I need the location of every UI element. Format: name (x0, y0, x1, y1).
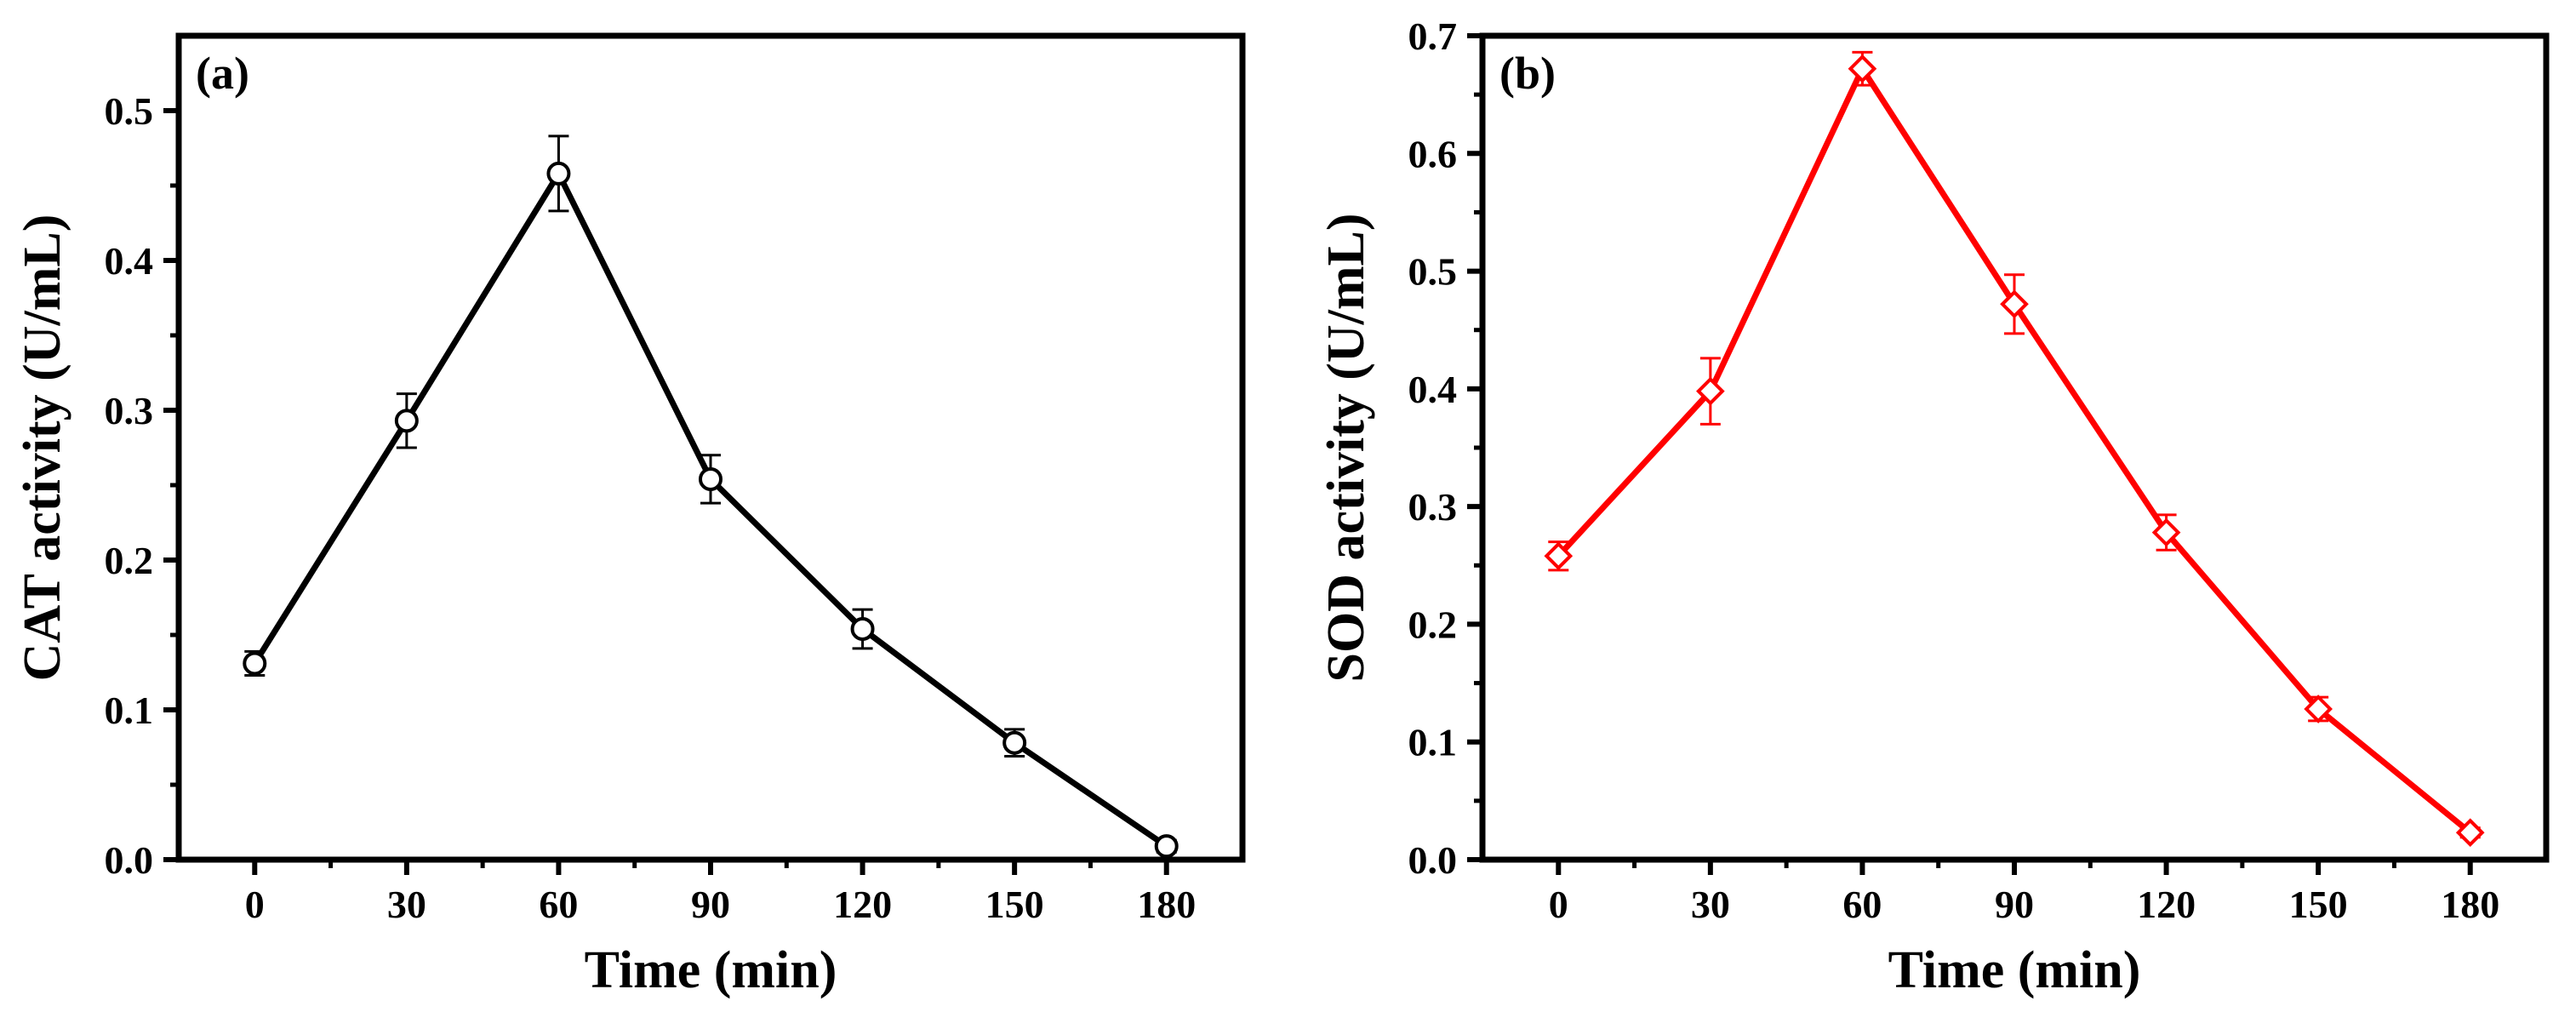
y-tick-label: 0.6 (1408, 132, 1458, 175)
series-line (252, 167, 1168, 849)
x-tick-label: 180 (2441, 883, 2499, 926)
x-tick-label: 0 (245, 883, 265, 926)
y-tick-label: 0.5 (1408, 250, 1458, 294)
x-tick-label: 150 (2289, 883, 2348, 926)
chart-panel-b: 0 30 60 90 120 150 180 0.0 0.1 0.2 0.3 0.4 0.5 0.6 0.7… (1317, 14, 2550, 999)
panel-label: (a) (196, 48, 249, 99)
y-tick-label: 0.0 (105, 838, 154, 882)
data-point (243, 651, 267, 676)
x-tick-label: 180 (1137, 883, 1196, 926)
data-point (1696, 376, 1725, 406)
x-tick-label: 30 (1691, 883, 1730, 926)
panel-label: (b) (1499, 48, 1556, 99)
chart-panel-a: 0 30 60 90 120 150 180 0.0 0.1 0.2 0.3 0.4 0.5 Time (… (14, 32, 1246, 999)
data-point (1154, 834, 1179, 859)
data-point (699, 466, 723, 491)
data-point (394, 409, 419, 433)
x-tick-label: 120 (2137, 883, 2196, 926)
data-point (2304, 695, 2333, 723)
data-point (2455, 818, 2485, 848)
y-tick-label: 0.2 (105, 539, 154, 582)
data-point (1544, 541, 1574, 571)
plot-frame (1479, 32, 2550, 863)
data-point (850, 616, 875, 641)
x-tick-label: 60 (1842, 883, 1882, 926)
x-axis-title: Time (min) (1888, 941, 2141, 999)
data-point (2151, 517, 2181, 547)
x-tick-label: 90 (691, 883, 730, 926)
data-point (1848, 54, 1877, 83)
y-tick-label: 0.5 (105, 89, 154, 133)
y-tick-label: 0.2 (1408, 603, 1458, 646)
x-tick-label: 120 (833, 883, 892, 926)
y-tick-label: 0.1 (105, 689, 154, 732)
x-tick-label: 90 (1995, 883, 2034, 926)
y-tick-label: 0.0 (1408, 838, 1458, 882)
x-axis-title: Time (min) (585, 941, 837, 999)
x-tick-label: 60 (539, 883, 578, 926)
data-point (2000, 289, 2029, 319)
y-tick-label: 0.3 (1408, 485, 1458, 529)
y-tick-label: 0.3 (105, 389, 154, 432)
y-tick-label: 0.1 (1408, 721, 1458, 764)
x-tick-label: 150 (985, 883, 1044, 926)
y-axis-title: CAT activity (U/mL) (14, 214, 71, 682)
y-tick-label: 0.7 (1408, 14, 1458, 58)
y-tick-label: 0.4 (105, 239, 154, 283)
series-line (1556, 62, 2472, 835)
y-tick-label: 0.4 (1408, 368, 1458, 411)
x-tick-label: 30 (387, 883, 426, 926)
data-point (1002, 730, 1027, 755)
data-point (546, 161, 571, 186)
y-axis-title: SOD activity (U/mL) (1317, 213, 1375, 682)
x-tick-label: 0 (1549, 883, 1568, 926)
plot-frame (175, 32, 1246, 863)
